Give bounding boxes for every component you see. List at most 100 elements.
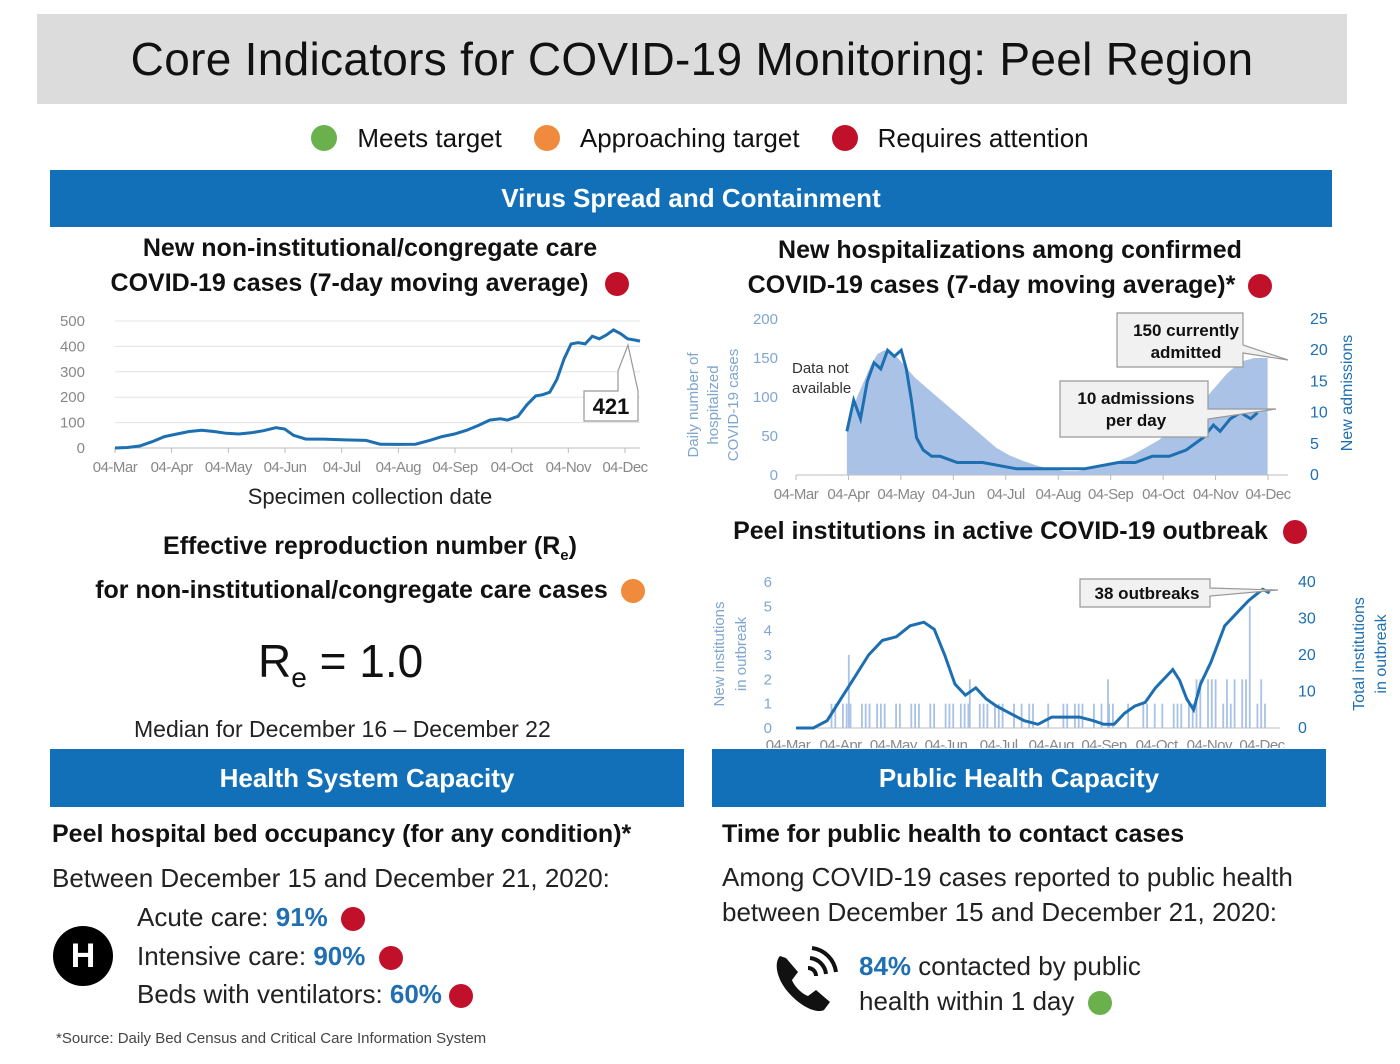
outbreak-bar — [1112, 703, 1114, 728]
status-red-icon — [378, 946, 403, 971]
outbreak-left-y-tick: 3 — [764, 647, 772, 664]
outbreak-bar — [914, 703, 916, 728]
outbreak-bar — [1188, 703, 1190, 728]
hosp-x-tick-label: 04-Dec — [1245, 486, 1291, 503]
re-value-subscript: e — [291, 662, 307, 694]
outbreak-left-axis-line1: New institutions — [711, 601, 728, 706]
hosp-callout-admissions: 10 admissions per day — [1059, 380, 1277, 438]
re-title-end: ) — [568, 532, 577, 560]
outbreak-bar — [1032, 703, 1034, 728]
section-label: Health System Capacity — [219, 762, 515, 793]
hosp-left-axis-line2: hospitalized — [705, 365, 722, 444]
re-value: Re = 1.0 — [258, 634, 423, 694]
hosp-chart: Daily number of hospitalized COVID-19 ca… — [685, 311, 1356, 503]
hosp-right-y-ticks: 0 5 10 15 20 25 — [1310, 311, 1328, 484]
status-red-icon — [1282, 520, 1307, 545]
section-virus-spread: Virus Spread and Containment — [50, 170, 1332, 227]
outbreak-bar — [834, 703, 837, 728]
outbreak-bar — [1180, 703, 1183, 728]
outbreak-bar — [948, 703, 951, 728]
outbreak-bar — [967, 703, 970, 728]
outbreak-right-y-ticks: 0 10 20 30 40 — [1298, 574, 1316, 737]
hosp-right-y-tick: 20 — [1310, 342, 1328, 359]
cases-x-tick-label: 04-Aug — [376, 459, 422, 476]
cases-x-tick-label: 04-Mar — [93, 459, 138, 476]
legend-label: Meets target — [357, 122, 502, 153]
hosp-right-y-tick: 25 — [1310, 311, 1328, 328]
outbreak-bar — [895, 703, 897, 728]
outbreak-bar — [910, 703, 913, 728]
cases-y-tick-label: 0 — [77, 440, 85, 457]
cases-x-axis-label: Specimen collection date — [248, 484, 493, 509]
status-red-icon — [449, 984, 474, 1009]
outbreak-bar — [968, 679, 971, 728]
outbreak-right-y-tick: 40 — [1298, 574, 1316, 591]
outbreak-bar — [944, 703, 947, 728]
hosp-x-tick-label: 04-Nov — [1193, 486, 1239, 503]
outbreak-left-y-tick: 4 — [764, 623, 772, 640]
outbreak-title-text: Peel institutions in active COVID-19 out… — [733, 517, 1268, 545]
outbreak-bar — [1020, 703, 1023, 728]
cases-title-line2: COVID-19 cases (7-day moving average) — [110, 269, 589, 297]
outbreak-series-line — [796, 587, 1271, 730]
outbreak-bar — [842, 703, 844, 728]
status-red-icon — [341, 907, 366, 932]
outbreak-x-tick-label: 04-Dec — [1239, 737, 1285, 748]
outbreak-bar — [1245, 679, 1247, 728]
outbreak-bar — [899, 703, 901, 728]
outbreak-bar — [1100, 703, 1103, 728]
outbreak-bar — [918, 703, 920, 728]
green-dot-icon — [311, 125, 338, 151]
outbreak-left-axis-line2: in outbreak — [733, 616, 750, 691]
re-note: Median for December 16 – December 22 — [134, 716, 551, 742]
outbreak-bar — [1207, 679, 1209, 728]
cases-x-ticks: 04-Mar 04-Apr 04-May 04-Jun 04-Jul 04-Aug 04-S… — [93, 448, 649, 476]
outbreak-bar — [952, 703, 955, 728]
outbreak-left-y-tick: 0 — [764, 720, 772, 737]
outbreak-right-axis-line2: in outbreak — [1373, 613, 1390, 693]
outbreak-bar — [1248, 606, 1251, 728]
outbreak-bar — [1081, 703, 1084, 728]
hosp-left-axis-line1: Daily number of — [685, 352, 702, 458]
outbreak-right-y-tick: 10 — [1298, 684, 1316, 701]
outbreak-x-tick-label: 04-Oct — [1136, 737, 1179, 748]
outbreak-bar — [1108, 703, 1110, 728]
cases-gridlines — [115, 320, 640, 449]
outbreak-callout-text: 38 outbreaks — [1095, 584, 1200, 603]
legend-requires-attention: Requires attention — [831, 122, 1089, 154]
outbreak-bar — [864, 703, 867, 728]
outbreak-left-y-tick: 5 — [764, 598, 772, 615]
outbreak-bar — [994, 703, 996, 728]
page-title: Core Indicators for COVID-19 Monitoring:… — [130, 33, 1254, 85]
hosp-left-y-tick: 100 — [753, 389, 778, 406]
cases-x-tick-label: 04-Apr — [151, 459, 194, 476]
legend-meets-target: Meets target — [311, 123, 502, 154]
legend-label: Approaching target — [579, 122, 800, 153]
outbreak-bar — [986, 703, 989, 728]
status-green-icon — [1087, 991, 1112, 1016]
outbreak-bar — [1241, 679, 1244, 728]
outbreak-bar — [1142, 703, 1145, 728]
re-title-line2: for non-institutional/congregate care ca… — [95, 576, 608, 604]
outbreak-bar — [1172, 703, 1175, 728]
cases-callout: 421 — [583, 342, 639, 422]
hosp-left-y-tick: 150 — [753, 350, 778, 367]
outbreak-bar — [845, 703, 848, 728]
section-label: Public Health Capacity — [878, 762, 1160, 793]
status-orange-icon — [620, 579, 645, 604]
beds-row-value: 91% — [275, 902, 328, 932]
outbreak-bar — [1264, 703, 1266, 728]
outbreak-bar — [1260, 679, 1263, 728]
hosp-x-tick-label: 04-Jun — [932, 486, 975, 503]
phone-icon — [776, 946, 838, 1012]
hosp-left-y-tick: 200 — [753, 311, 778, 328]
outbreak-x-tick-label: 04-May — [870, 737, 918, 748]
title-bar: Core Indicators for COVID-19 Monitoring:… — [37, 14, 1347, 104]
legend-label: Requires attention — [877, 122, 1089, 153]
outbreak-x-tick-label: 04-Nov — [1187, 737, 1233, 748]
hosp-right-axis-label: New admissions — [1339, 335, 1356, 451]
outbreak-bar — [1028, 703, 1031, 728]
orange-dot-icon — [533, 125, 560, 151]
beds-period: Between December 15 and December 21, 202… — [52, 863, 610, 893]
outbreak-chart-title: Peel institutions in active COVID-19 out… — [700, 514, 1340, 549]
